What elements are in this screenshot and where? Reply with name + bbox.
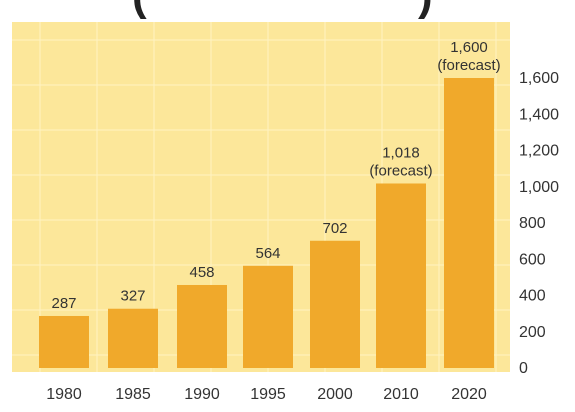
chart-title-fragment-start: ( — [132, 0, 147, 20]
bar-1985 — [108, 308, 158, 368]
x-tick-label: 2010 — [383, 386, 419, 403]
data-label-forecast: (forecast) — [437, 57, 500, 74]
x-tick-label: 1985 — [115, 386, 151, 403]
bar-2010 — [376, 183, 426, 368]
x-tick-label: 1990 — [184, 386, 220, 403]
x-tick-label: 2020 — [451, 386, 487, 403]
bar-1980 — [39, 315, 89, 368]
data-label-value: 287 — [51, 295, 76, 312]
data-label-value: 702 — [322, 220, 347, 237]
x-tick-label: 1995 — [250, 386, 286, 403]
data-label-forecast: (forecast) — [369, 162, 432, 179]
bar-2020 — [444, 78, 494, 368]
bar-1990 — [177, 284, 227, 368]
y-tick-label: 1,600 — [519, 70, 559, 87]
y-axis: 0 200 400 600 800 1,000 1,200 1,400 1,600 — [519, 70, 559, 377]
bar-2000 — [310, 240, 360, 368]
y-tick-label: 200 — [519, 324, 546, 341]
data-label-value: 327 — [120, 288, 145, 305]
grid-lines — [12, 22, 510, 372]
x-axis: 1980 1985 1990 1995 2000 2010 2020 — [46, 386, 487, 403]
y-tick-label: 1,400 — [519, 106, 559, 123]
y-tick-label: 1,200 — [519, 143, 559, 160]
x-tick-label: 2000 — [317, 386, 353, 403]
data-labels: 287 3274585647021,018(forecast)1,600(fore… — [51, 39, 500, 312]
bar-1995 — [243, 265, 293, 368]
bars — [39, 78, 494, 368]
data-label-value: 458 — [189, 264, 214, 281]
y-tick-label: 400 — [519, 288, 546, 305]
x-tick-label: 1980 — [46, 386, 82, 403]
data-label-value: 564 — [255, 245, 280, 262]
chart-title-fragment-end: ) — [418, 0, 433, 20]
y-tick-label: 1,000 — [519, 179, 559, 196]
y-tick-label: 600 — [519, 251, 546, 268]
y-tick-label: 800 — [519, 215, 546, 232]
data-label-value: 1,600 — [450, 39, 488, 56]
y-tick-label: 0 — [519, 360, 528, 377]
data-label-value: 1,018 — [382, 144, 420, 161]
